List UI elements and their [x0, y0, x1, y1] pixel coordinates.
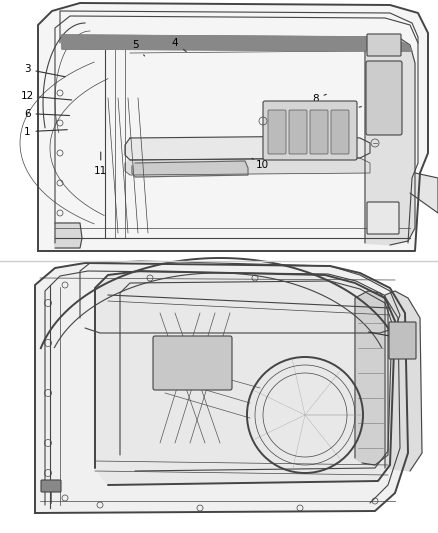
Polygon shape — [62, 35, 412, 51]
FancyBboxPatch shape — [268, 110, 286, 154]
Text: 11: 11 — [94, 152, 107, 175]
FancyBboxPatch shape — [366, 61, 402, 135]
Text: 4: 4 — [172, 38, 186, 52]
FancyBboxPatch shape — [310, 110, 328, 154]
Text: 6: 6 — [24, 109, 70, 118]
Polygon shape — [385, 291, 422, 471]
Polygon shape — [55, 223, 82, 248]
Polygon shape — [125, 158, 370, 175]
Text: 13: 13 — [368, 332, 410, 343]
FancyBboxPatch shape — [263, 101, 357, 160]
Text: 3: 3 — [24, 64, 65, 77]
Text: 1: 1 — [24, 127, 67, 136]
Text: 10: 10 — [252, 158, 269, 170]
Polygon shape — [35, 263, 408, 513]
Polygon shape — [38, 3, 428, 251]
Polygon shape — [132, 161, 248, 177]
Text: 5: 5 — [132, 41, 145, 56]
FancyBboxPatch shape — [367, 34, 401, 56]
FancyBboxPatch shape — [367, 202, 399, 234]
Text: 9: 9 — [347, 104, 361, 114]
Polygon shape — [355, 291, 388, 465]
FancyBboxPatch shape — [153, 336, 232, 390]
Polygon shape — [410, 173, 438, 213]
Polygon shape — [365, 35, 415, 245]
Text: 7: 7 — [307, 125, 322, 134]
Text: 12: 12 — [21, 91, 72, 101]
Polygon shape — [95, 271, 395, 485]
FancyBboxPatch shape — [289, 110, 307, 154]
Text: 8: 8 — [312, 94, 326, 103]
Polygon shape — [125, 136, 370, 160]
FancyBboxPatch shape — [41, 480, 61, 492]
FancyBboxPatch shape — [389, 322, 416, 359]
FancyBboxPatch shape — [331, 110, 349, 154]
